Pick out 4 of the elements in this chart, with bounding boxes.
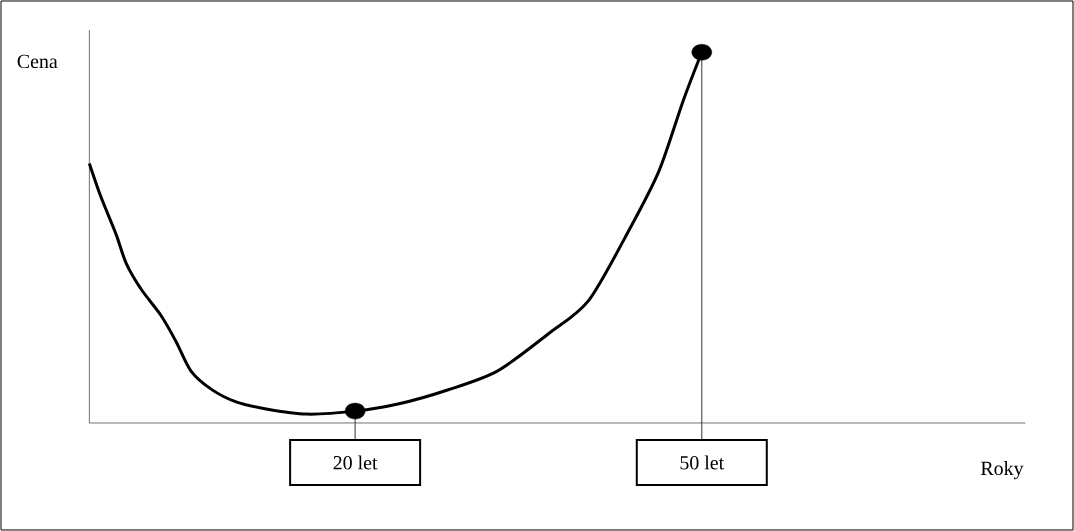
- x-tick-label: 50 let: [680, 455, 725, 470]
- x-axis-title: Roky: [980, 461, 1024, 480]
- x-tick-label: 20 let: [333, 455, 378, 470]
- y-axis-title: Cena: [17, 54, 58, 69]
